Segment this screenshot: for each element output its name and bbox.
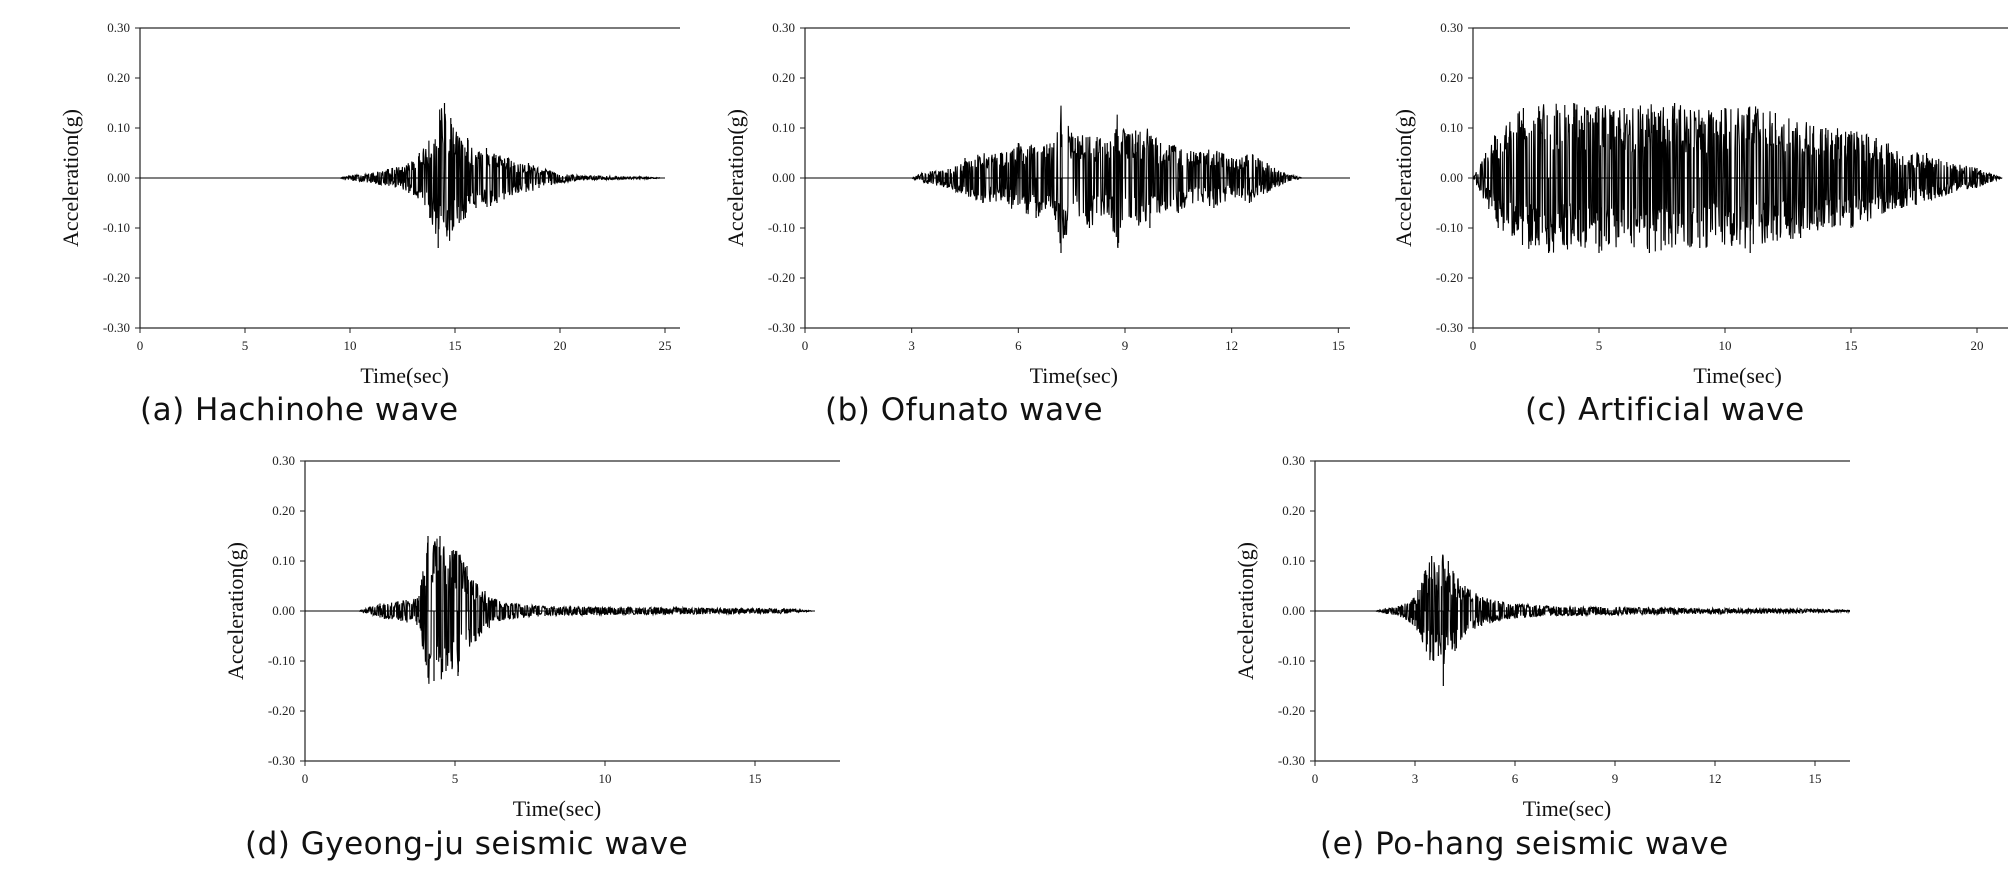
x-tick-label: 10 (344, 338, 357, 353)
y-tick-label: -0.20 (1278, 703, 1305, 718)
y-tick-label: 0.00 (1282, 603, 1305, 618)
x-tick-label: 0 (802, 338, 809, 353)
y-axis-label: Acceleration(g) (223, 542, 248, 680)
x-axis-label: Time(sec) (1030, 363, 1118, 388)
y-tick-label: 0.10 (1282, 553, 1305, 568)
x-tick-label: 25 (659, 338, 672, 353)
y-tick-label: 0.20 (1282, 503, 1305, 518)
chart-pohang-svg: 0.300.200.100.00-0.10-0.20-0.30036912151… (1233, 453, 1850, 821)
y-tick-label: 0.20 (107, 70, 130, 85)
y-tick-label: 0.00 (107, 170, 130, 185)
caption-pohang: (e) Po-hang seismic wave (1320, 826, 1729, 862)
y-tick-label: -0.30 (768, 320, 795, 335)
y-tick-label: 0.00 (272, 603, 295, 618)
x-tick-label: 20 (1971, 338, 1984, 353)
y-tick-label: -0.30 (1436, 320, 1463, 335)
y-tick-label: -0.20 (768, 270, 795, 285)
y-tick-label: -0.10 (1436, 220, 1463, 235)
x-tick-label: 15 (1332, 338, 1345, 353)
x-tick-label: 9 (1122, 338, 1129, 353)
y-tick-label: 0.30 (1282, 453, 1305, 468)
caption-ofunato: (b) Ofunato wave (825, 392, 1104, 428)
y-tick-label: 0.20 (1440, 70, 1463, 85)
y-tick-label: -0.30 (1278, 753, 1305, 768)
x-tick-label: 5 (1596, 338, 1603, 353)
x-tick-label: 10 (1719, 338, 1732, 353)
x-tick-label: 6 (1512, 771, 1519, 786)
x-tick-label: 5 (242, 338, 249, 353)
y-tick-label: 0.30 (772, 20, 795, 35)
caption-gyeongju: (d) Gyeong-ju seismic wave (245, 826, 689, 862)
x-tick-label: 0 (302, 771, 309, 786)
y-axis-label: Acceleration(g) (1391, 109, 1416, 247)
chart-ofunato: 0.300.200.100.00-0.10-0.20-0.30036912151… (670, 0, 1350, 395)
y-tick-label: 0.00 (1440, 170, 1463, 185)
x-tick-label: 0 (137, 338, 144, 353)
x-tick-label: 0 (1470, 338, 1477, 353)
x-axis-label: Time(sec) (1523, 796, 1611, 821)
y-tick-label: 0.20 (272, 503, 295, 518)
x-axis-label: Time(sec) (513, 796, 601, 821)
y-tick-label: 0.10 (107, 120, 130, 135)
y-axis-label: Acceleration(g) (723, 109, 748, 247)
caption-hachinohe: (a) Hachinohe wave (140, 392, 459, 428)
series-line (805, 105, 1350, 247)
y-axis-label: Acceleration(g) (1233, 542, 1258, 680)
x-tick-label: 12 (1225, 338, 1238, 353)
x-tick-label: 6 (1015, 338, 1022, 353)
series-line (1472, 103, 2003, 253)
series-line (140, 108, 665, 241)
y-tick-label: 0.30 (272, 453, 295, 468)
x-tick-label: 15 (449, 338, 462, 353)
x-tick-label: 3 (908, 338, 915, 353)
caption-artificial: (c) Artificial wave (1525, 392, 1805, 428)
x-tick-label: 5 (452, 771, 459, 786)
y-tick-label: -0.10 (768, 220, 795, 235)
chart-artificial: 0.300.200.100.00-0.10-0.20-0.30051015202… (1340, 0, 2008, 395)
y-tick-label: -0.10 (1278, 653, 1305, 668)
y-tick-label: 0.10 (272, 553, 295, 568)
y-tick-label: 0.10 (772, 120, 795, 135)
x-axis-label: Time(sec) (1693, 363, 1781, 388)
x-tick-label: 15 (749, 771, 762, 786)
chart-hachinohe: 0.30 0.20 0.10 0.00 -0.10 -0.20 -0.30 0 5 10 15 20 2… (0, 0, 680, 395)
chart-gyeongju-svg: 0.300.200.100.00-0.10-0.20-0.3005101520T… (223, 453, 840, 821)
y-tick-label: 0.20 (772, 70, 795, 85)
x-tick-label: 10 (599, 771, 612, 786)
chart-gyeongju: 0.300.200.100.00-0.10-0.20-0.3005101520T… (200, 435, 840, 830)
x-tick-label: 0 (1312, 771, 1319, 786)
x-axis-label: Time(sec) (360, 363, 448, 388)
y-axis-label: Acceleration(g) (58, 109, 83, 247)
y-tick-label: -0.20 (1436, 270, 1463, 285)
series-line (1315, 554, 1850, 665)
y-tick-label: 0.00 (772, 170, 795, 185)
x-tick-label: 9 (1612, 771, 1619, 786)
y-tick-label: -0.30 (268, 753, 295, 768)
y-tick-label: -0.10 (103, 220, 130, 235)
chart-artificial-svg: 0.300.200.100.00-0.10-0.20-0.30051015202… (1391, 20, 2008, 388)
y-tick-label: -0.10 (268, 653, 295, 668)
chart-pohang: 0.300.200.100.00-0.10-0.20-0.30036912151… (1210, 435, 1850, 830)
y-tick-label: -0.20 (268, 703, 295, 718)
x-tick-label: 3 (1412, 771, 1419, 786)
y-tick-label: 0.30 (1440, 20, 1463, 35)
y-tick-label: 0.10 (1440, 120, 1463, 135)
y-tick-label: -0.20 (103, 270, 130, 285)
x-tick-label: 15 (1809, 771, 1822, 786)
chart-hachinohe-svg: 0.30 0.20 0.10 0.00 -0.10 -0.20 -0.30 0 5 10 15 20 2… (58, 20, 680, 388)
x-tick-label: 15 (1845, 338, 1858, 353)
x-tick-label: 12 (1709, 771, 1722, 786)
x-tick-label: 20 (554, 338, 567, 353)
y-tick-label: 0.30 (107, 20, 130, 35)
y-tick-label: -0.30 (103, 320, 130, 335)
chart-ofunato-svg: 0.300.200.100.00-0.10-0.20-0.30036912151… (723, 20, 1350, 388)
